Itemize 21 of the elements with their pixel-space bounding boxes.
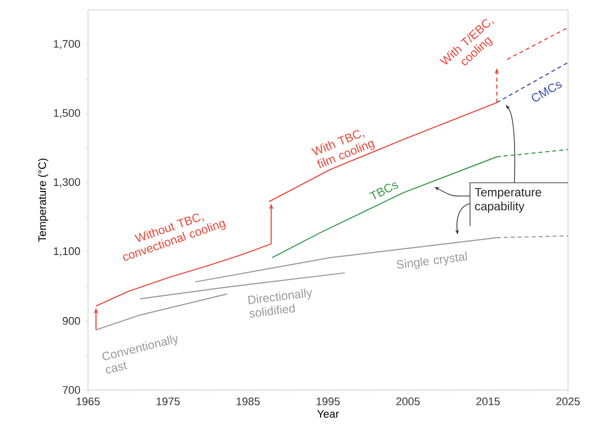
y-tick-label: 700 bbox=[62, 386, 80, 394]
x-tick-label: 1995 bbox=[316, 398, 340, 406]
text: CMCs bbox=[532, 82, 562, 102]
y-tick-label: 1,700 bbox=[54, 40, 80, 50]
text: Directionally solidified bbox=[248, 288, 312, 318]
x-axis-title: Year bbox=[317, 410, 339, 418]
x-tick-label: 2015 bbox=[476, 398, 500, 406]
annotation: Temperature capability bbox=[474, 188, 542, 213]
x-tick-label: 1975 bbox=[156, 398, 180, 406]
x-tick-label: 1985 bbox=[236, 398, 260, 406]
text: TBCs bbox=[369, 182, 398, 200]
text: Single crystal bbox=[396, 252, 468, 269]
y-tick-label: 1,500 bbox=[54, 109, 80, 118]
y-axis-title: Temperature (°C) bbox=[38, 158, 48, 242]
y-tick-label: 900 bbox=[62, 317, 80, 325]
y-tick-label: 1,300 bbox=[54, 178, 80, 188]
x-tick-label: 2005 bbox=[396, 398, 420, 406]
text: With TBC, film cooling bbox=[311, 130, 375, 168]
y-tick-label: 1,100 bbox=[54, 247, 80, 256]
x-tick-label: 1965 bbox=[76, 398, 100, 406]
x-tick-label: 2025 bbox=[556, 398, 580, 406]
